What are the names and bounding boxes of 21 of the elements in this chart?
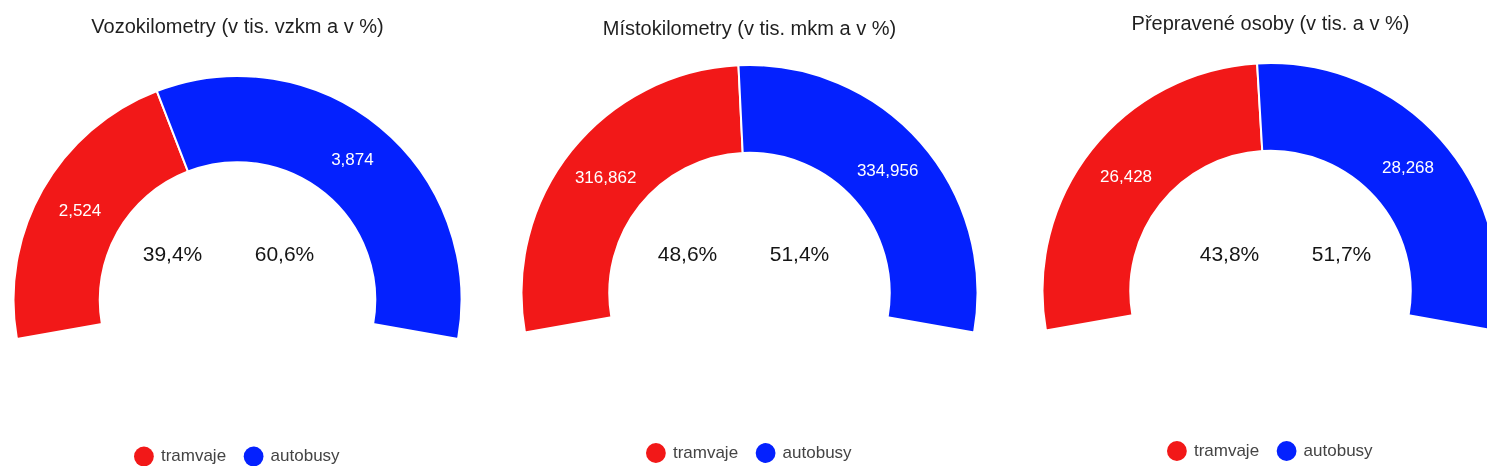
- data-label: 3,874: [331, 150, 374, 170]
- data-label: 334,956: [856, 160, 919, 180]
- legend-label: autobusy: [270, 446, 341, 466]
- legend-label: tramvaje: [672, 442, 739, 462]
- text: 51,4%: [769, 241, 830, 265]
- legend-label: tramvaje: [1193, 440, 1259, 460]
- text: 43,8%: [1199, 241, 1259, 265]
- text: 51,7%: [1311, 241, 1371, 265]
- text: 48,6%: [657, 241, 718, 265]
- data-label: 26,428: [1099, 166, 1152, 186]
- data-label: 2,524: [58, 200, 102, 220]
- data-label: 28,268: [1381, 158, 1434, 178]
- data-label: 316,862: [574, 167, 637, 187]
- chart-title: Místokilometry (v tis. mkm a v %): [602, 16, 897, 39]
- legend-label: autobusy: [1303, 440, 1373, 460]
- legend-label: tramvaje: [160, 446, 227, 466]
- legend-label: autobusy: [782, 442, 853, 462]
- text: 39,4%: [142, 241, 203, 265]
- chart-title: Přepravené osoby (v tis. a v %): [1131, 11, 1409, 34]
- chart-title: Vozokilometry (v tis. vzkm a v %): [91, 14, 384, 37]
- text: 60,6%: [254, 241, 315, 265]
